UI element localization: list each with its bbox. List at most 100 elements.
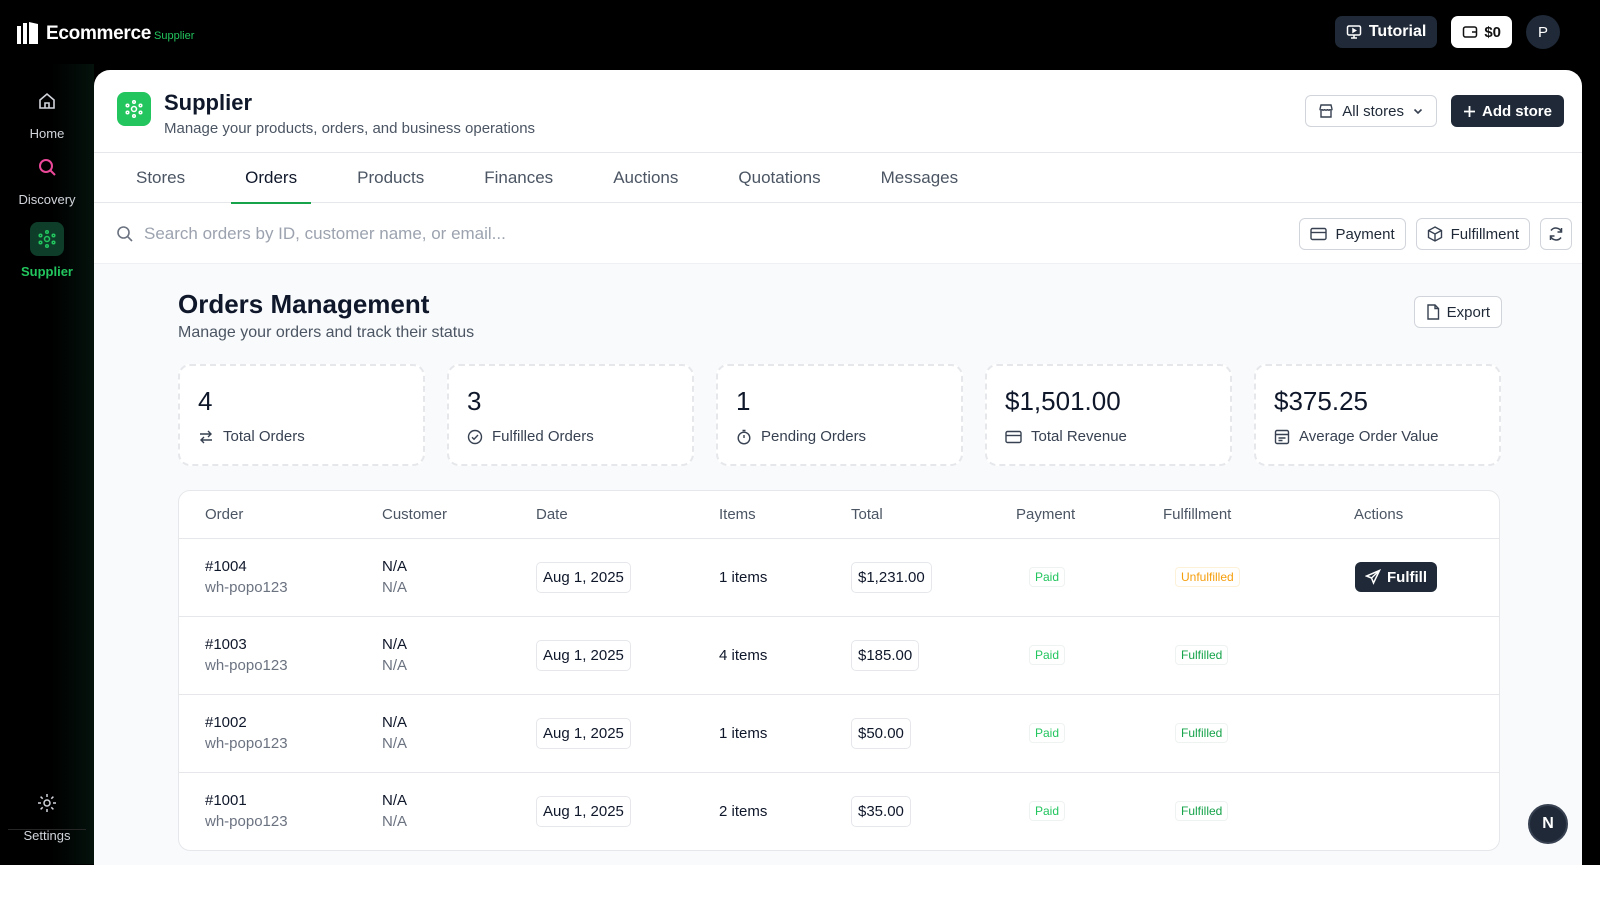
order-items: 1 items	[719, 725, 768, 742]
store-icon	[1318, 103, 1334, 119]
brand[interactable]: Ecommerce Supplier	[16, 16, 194, 46]
card-icon	[1310, 227, 1328, 241]
order-warehouse: wh-popo123	[205, 813, 288, 830]
orders-table: Order Customer Date Items Total Payment …	[178, 490, 1500, 851]
card-icon	[1005, 430, 1022, 444]
chevron-down-icon	[1412, 105, 1424, 117]
wallet-button[interactable]: $0	[1451, 16, 1512, 48]
stat-value: $1,501.00	[1005, 386, 1121, 416]
order-id[interactable]: #1001	[205, 792, 247, 809]
table-row[interactable]: #1003 wh-popo123 N/A N/A Aug 1, 2025 4 i…	[179, 617, 1499, 695]
package-icon	[1427, 226, 1443, 242]
sidebar-item-supplier[interactable]: Supplier	[0, 222, 94, 279]
payment-filter-button[interactable]: Payment	[1299, 218, 1406, 250]
search-input[interactable]	[144, 216, 1144, 252]
sidebar-label-discovery: Discovery	[18, 192, 76, 207]
orders-subtitle: Manage your orders and track their statu…	[178, 324, 475, 341]
store-select-value: All stores	[1342, 102, 1404, 120]
order-id[interactable]: #1003	[205, 636, 247, 653]
stat-card-total-revenue: $1,501.00 Total Revenue	[985, 364, 1232, 466]
order-date: Aug 1, 2025	[536, 718, 631, 749]
stat-card-average-order-value: $375.25 Average Order Value	[1254, 364, 1501, 466]
page-scrollbar[interactable]	[1588, 64, 1600, 864]
home-icon	[30, 84, 64, 118]
table-row[interactable]: #1001 wh-popo123 N/A N/A Aug 1, 2025 2 i…	[179, 773, 1499, 850]
check-circle-icon	[467, 429, 483, 445]
column-header-customer[interactable]: Customer	[382, 506, 448, 523]
brand-name: Ecommerce	[46, 23, 152, 44]
plus-icon	[1463, 105, 1476, 118]
table-row[interactable]: #1002 wh-popo123 N/A N/A Aug 1, 2025 1 i…	[179, 695, 1499, 773]
user-avatar[interactable]: P	[1526, 15, 1560, 49]
sidebar-item-home[interactable]: Home	[0, 84, 94, 141]
customer-name: N/A	[382, 636, 408, 653]
order-id[interactable]: #1002	[205, 714, 247, 731]
column-header-date[interactable]: Date	[536, 506, 568, 523]
refresh-icon	[1548, 226, 1564, 242]
wallet-icon	[1462, 24, 1478, 40]
search-icon	[116, 225, 133, 242]
bottom-edge	[0, 865, 1600, 900]
main-panel: Supplier Manage your products, orders, a…	[94, 70, 1582, 865]
stat-card-total-orders: 4 Total Orders	[178, 364, 425, 466]
payment-status-badge: Paid	[1029, 801, 1066, 821]
tab-stores[interactable]: Stores	[136, 168, 186, 187]
order-id[interactable]: #1004	[205, 558, 247, 575]
file-icon	[1426, 304, 1440, 320]
fulfill-button[interactable]: Fulfill	[1355, 562, 1437, 592]
sidebar-item-settings[interactable]: Settings	[0, 786, 94, 843]
fulfillment-status-badge: Fulfilled	[1175, 645, 1229, 665]
brand-logo-icon	[16, 20, 40, 46]
add-store-button[interactable]: Add store	[1450, 95, 1564, 127]
orders-content: Orders Management Manage your orders and…	[94, 264, 1582, 865]
customer-name: N/A	[382, 792, 408, 809]
payment-filter-label: Payment	[1335, 225, 1395, 243]
column-header-fulfillment[interactable]: Fulfillment	[1163, 506, 1232, 523]
refresh-button[interactable]	[1540, 218, 1572, 250]
fulfillment-filter-label: Fulfillment	[1450, 225, 1519, 243]
stat-value: $375.25	[1274, 386, 1368, 416]
order-date: Aug 1, 2025	[536, 796, 631, 827]
table-row[interactable]: #1004 wh-popo123 N/A N/A Aug 1, 2025 1 i…	[179, 539, 1499, 617]
export-button[interactable]: Export	[1413, 296, 1502, 328]
sidebar-label-home: Home	[29, 126, 65, 141]
tab-quotations[interactable]: Quotations	[738, 168, 821, 187]
export-label: Export	[1446, 303, 1490, 321]
page-title: Supplier	[164, 90, 253, 115]
stat-value: 3	[467, 386, 482, 416]
fulfillment-status-badge: Fulfilled	[1175, 723, 1229, 743]
send-icon	[1365, 569, 1381, 585]
stat-value: 1	[736, 386, 751, 416]
column-header-payment[interactable]: Payment	[1016, 506, 1076, 523]
column-header-items[interactable]: Items	[719, 506, 756, 523]
tutorial-label: Tutorial	[1368, 23, 1427, 40]
stat-label: Total Revenue	[1031, 428, 1127, 445]
tab-messages[interactable]: Messages	[880, 168, 959, 187]
store-select[interactable]: All stores	[1305, 95, 1437, 127]
timer-icon	[736, 429, 752, 445]
stat-label: Fulfilled Orders	[492, 428, 594, 445]
stat-card-pending-orders: 1 Pending Orders	[716, 364, 963, 466]
stat-card-fulfilled-orders: 3 Fulfilled Orders	[447, 364, 694, 466]
supplier-logo-icon	[117, 92, 151, 126]
order-total: $50.00	[851, 718, 911, 749]
tutorial-button[interactable]: Tutorial	[1334, 16, 1438, 48]
stats-row: 4 Total Orders 3 Fulfilled Orders	[178, 364, 1501, 466]
fulfill-label: Fulfill	[1387, 568, 1427, 586]
brand-sub: Supplier	[154, 30, 195, 42]
sidebar-item-discovery[interactable]: Discovery	[0, 150, 94, 207]
customer-email: N/A	[382, 579, 408, 596]
column-header-order[interactable]: Order	[205, 506, 244, 523]
sidebar-label-settings: Settings	[23, 828, 71, 843]
add-store-label: Add store	[1481, 102, 1552, 120]
tab-products[interactable]: Products	[357, 168, 425, 187]
order-items: 4 items	[719, 647, 768, 664]
tab-orders[interactable]: Orders	[231, 153, 312, 204]
stat-label: Total Orders	[223, 428, 305, 445]
fulfillment-filter-button[interactable]: Fulfillment	[1415, 218, 1530, 250]
column-header-total[interactable]: Total	[851, 506, 883, 523]
tab-finances[interactable]: Finances	[484, 168, 554, 187]
tab-auctions[interactable]: Auctions	[613, 168, 679, 187]
floating-action-button[interactable]: N	[1528, 804, 1568, 844]
order-total: $185.00	[851, 640, 920, 671]
